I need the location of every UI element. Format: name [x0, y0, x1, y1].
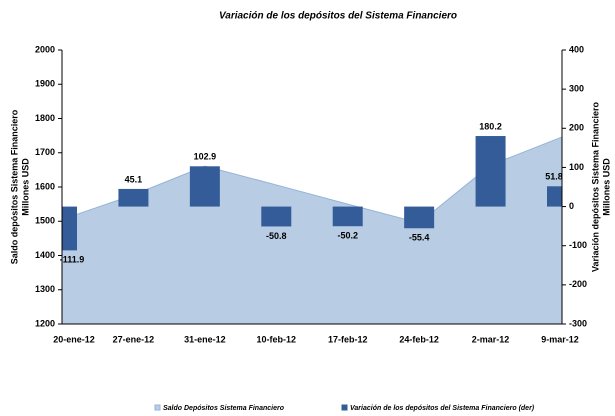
data-label: -50.2 — [337, 231, 358, 241]
y-tick-label: 1900 — [35, 79, 55, 89]
bar — [404, 206, 435, 229]
chart-title: Variación de los depósitos del Sistema F… — [219, 11, 457, 22]
data-label: 51.8 — [545, 172, 563, 182]
bar — [547, 186, 562, 207]
data-label: -50.8 — [266, 231, 287, 241]
data-label: 102.9 — [194, 152, 217, 162]
y-tick-label: 1600 — [35, 181, 55, 191]
data-label: 45.1 — [125, 174, 143, 184]
y-tick-label: 1400 — [35, 250, 55, 260]
data-label: -55.4 — [409, 233, 430, 243]
y2-tick-label: -300 — [569, 318, 587, 328]
x-tick-label: 2-mar-12 — [472, 334, 510, 344]
y2-axis-label: Variación depósitos Sistema Financiero — [590, 101, 600, 272]
y-tick-label: 1300 — [35, 284, 55, 294]
x-tick-label: 31-ene-12 — [184, 334, 226, 344]
y2-tick-label: -200 — [569, 279, 587, 289]
x-tick-label: 10-feb-12 — [257, 334, 297, 344]
legend-swatch — [341, 404, 348, 411]
y-tick-label: 1800 — [35, 113, 55, 123]
x-tick-label: 27-ene-12 — [113, 334, 155, 344]
bar — [189, 166, 220, 207]
area — [62, 136, 562, 324]
bar — [118, 188, 149, 207]
legend-label: Saldo Depósitos Sistema Financiero — [163, 405, 285, 412]
y2-tick-label: 400 — [569, 44, 584, 54]
y-axis-label: Millones USD — [20, 158, 30, 216]
plot-area — [62, 136, 562, 324]
y2-tick-label: 300 — [569, 84, 584, 94]
x-tick-label: 17-feb-12 — [328, 334, 368, 344]
y2-tick-label: 200 — [569, 123, 584, 133]
bar — [475, 136, 506, 207]
y2-axis-label: Millones USD — [601, 158, 611, 216]
legend-swatch — [154, 404, 161, 411]
y-tick-label: 2000 — [35, 44, 55, 54]
y-axis-label: Saldo depósitos Sistema Financiero — [9, 109, 19, 264]
x-tick-label: 20-ene-12 — [53, 334, 95, 344]
data-label: 180.2 — [479, 121, 502, 131]
y-tick-label: 1700 — [35, 147, 55, 157]
y2-tick-label: -100 — [569, 240, 587, 250]
y-tick-label: 1200 — [35, 318, 55, 328]
x-tick-label: 9-mar-12 — [541, 334, 579, 344]
data-label: -111.9 — [60, 255, 85, 265]
y-tick-label: 1500 — [35, 216, 55, 226]
bar — [332, 206, 363, 227]
y2-tick-label: 100 — [569, 162, 584, 172]
bar — [261, 206, 292, 227]
bar — [62, 206, 77, 251]
y2-tick-label: 0 — [569, 201, 574, 211]
legend-label: Variación de los depósitos del Sistema F… — [350, 405, 535, 412]
x-tick-label: 24-feb-12 — [399, 334, 439, 344]
